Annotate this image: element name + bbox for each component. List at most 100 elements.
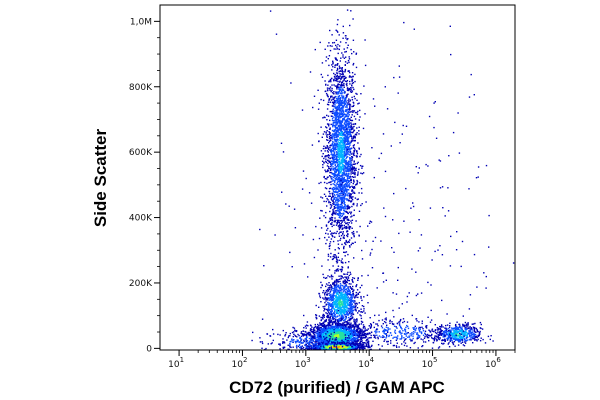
data-point [341, 138, 344, 140]
data-point [330, 110, 333, 113]
data-point [324, 150, 326, 152]
data-point [346, 120, 349, 122]
data-point [341, 108, 343, 110]
data-point [336, 310, 338, 312]
data-point [327, 89, 329, 92]
data-point [331, 287, 334, 289]
data-point [339, 164, 341, 166]
data-point [339, 119, 341, 122]
data-point [351, 232, 353, 234]
data-point [343, 216, 345, 219]
data-point [347, 323, 350, 325]
data-point [329, 284, 332, 286]
data-point [345, 211, 348, 213]
data-point [338, 139, 340, 141]
data-point [361, 173, 364, 175]
data-point [334, 77, 336, 79]
data-point [350, 89, 352, 91]
data-point [347, 322, 349, 324]
data-point [313, 95, 316, 97]
data-point [350, 167, 353, 169]
data-point [347, 115, 349, 117]
data-point [350, 161, 352, 163]
data-point [332, 192, 334, 194]
data-point [352, 39, 355, 41]
data-point [331, 34, 333, 36]
data-point [352, 324, 355, 326]
data-point [357, 337, 359, 339]
data-point [318, 237, 321, 240]
data-point [344, 255, 346, 257]
data-point [353, 277, 356, 280]
data-point [350, 296, 352, 299]
data-point [325, 200, 327, 203]
data-point [339, 220, 342, 222]
data-point [342, 37, 344, 39]
data-point [330, 340, 332, 342]
data-point [334, 181, 336, 183]
data-point [358, 302, 360, 304]
data-point [340, 160, 342, 162]
data-point [340, 134, 343, 136]
data-point [333, 307, 335, 310]
data-point [356, 307, 359, 309]
data-point [341, 313, 343, 316]
data-point [343, 79, 345, 81]
data-point [352, 138, 354, 140]
data-point [314, 335, 316, 337]
data-point [344, 261, 347, 264]
data-point [343, 82, 345, 85]
data-point [330, 151, 332, 153]
data-point [346, 156, 348, 159]
data-point [334, 290, 337, 292]
data-point [349, 246, 351, 248]
data-point [346, 151, 348, 154]
data-point [335, 39, 338, 41]
data-point [337, 178, 340, 180]
data-point [331, 95, 333, 97]
data-point [359, 332, 361, 334]
data-point [340, 270, 343, 273]
data-point [350, 141, 352, 143]
data-point [346, 173, 348, 175]
data-point [332, 307, 334, 309]
data-point [340, 336, 342, 338]
data-point [343, 247, 345, 249]
data-point [340, 269, 342, 271]
data-point [328, 321, 331, 323]
data-point [346, 96, 348, 98]
data-point [315, 316, 317, 318]
data-point [341, 87, 343, 89]
data-point [357, 277, 359, 279]
data-point [353, 123, 355, 125]
data-point [336, 230, 338, 233]
data-point [337, 98, 339, 101]
data-point [356, 182, 358, 185]
data-point [345, 160, 348, 162]
data-point [337, 322, 339, 324]
data-point [351, 185, 353, 188]
data-point [339, 140, 342, 143]
data-point [386, 334, 388, 337]
data-point [334, 144, 336, 146]
data-point [339, 139, 341, 141]
data-point [330, 115, 333, 117]
data-point [348, 87, 351, 90]
data-point [339, 89, 341, 92]
data-point [334, 167, 336, 169]
data-point [331, 119, 334, 121]
data-point [331, 69, 333, 71]
data-point [349, 91, 352, 93]
data-point [343, 152, 345, 155]
data-point [335, 210, 337, 212]
data-point [340, 146, 343, 148]
data-point [338, 278, 341, 280]
data-point [345, 317, 348, 319]
data-point [341, 225, 343, 227]
data-point [324, 80, 326, 82]
data-point [338, 209, 340, 212]
data-point [333, 308, 335, 310]
data-point [338, 142, 341, 144]
data-point [323, 314, 325, 317]
data-point [345, 102, 347, 104]
